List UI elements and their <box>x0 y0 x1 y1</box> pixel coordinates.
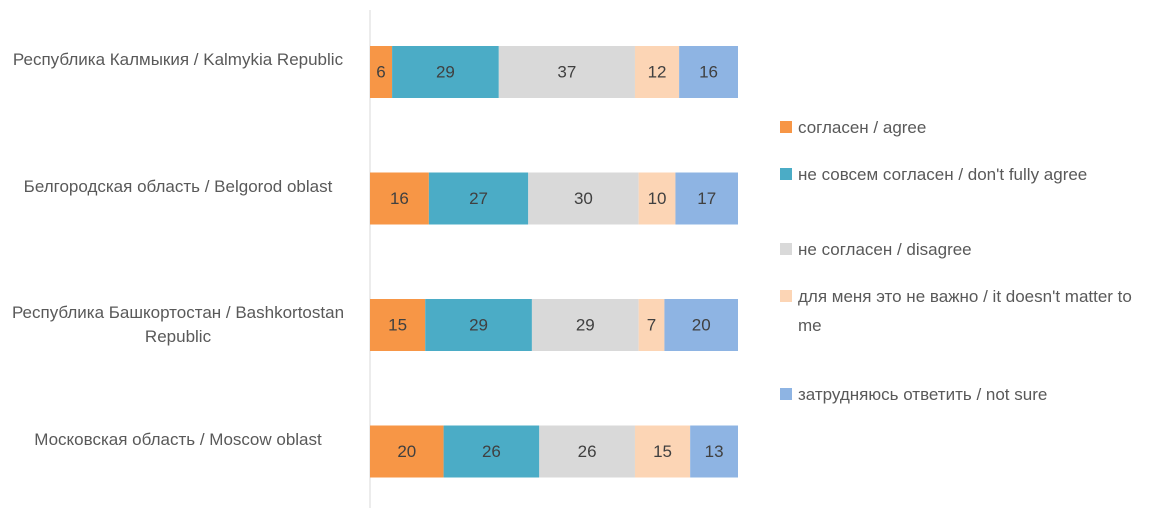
bar-segment <box>425 299 532 351</box>
bar-segment <box>679 46 738 98</box>
bar-segment <box>531 299 639 351</box>
bar-segment <box>664 299 738 351</box>
value-label: 30 <box>574 189 593 208</box>
value-label: 16 <box>699 62 718 81</box>
bar-segment <box>528 172 639 225</box>
value-label: 16 <box>390 189 409 208</box>
legend-label: затрудняюсь ответить / not sure <box>798 385 1048 404</box>
bar-segment <box>443 425 540 478</box>
category-label: Московская область / Moscow oblast <box>34 429 322 449</box>
bar-segment <box>634 46 680 98</box>
value-label: 29 <box>436 62 455 81</box>
bar-segment <box>428 172 529 225</box>
value-label: 29 <box>576 315 595 334</box>
legend-entry: затрудняюсь ответить / not sure <box>780 380 1150 409</box>
value-label: 13 <box>705 442 724 461</box>
category-label: Республика Башкортостан / Bashkortostan … <box>11 303 345 346</box>
bar-segment <box>370 46 393 98</box>
value-label: 12 <box>648 62 667 81</box>
value-label: 10 <box>648 189 667 208</box>
bar-segment <box>392 46 499 98</box>
value-label: 15 <box>388 315 407 334</box>
legend-label: не согласен / disagree <box>798 240 972 259</box>
value-label: 29 <box>469 315 488 334</box>
legend-swatch <box>780 168 792 180</box>
value-label: 20 <box>397 442 416 461</box>
legend-entry: для меня это не важно / it doesn't matte… <box>780 282 1150 340</box>
value-label: 7 <box>647 315 656 334</box>
bar-segment <box>675 172 738 225</box>
bar-segment <box>638 299 665 351</box>
value-label: 26 <box>482 442 501 461</box>
legend-swatch <box>780 243 792 255</box>
value-label: 27 <box>469 189 488 208</box>
legend-swatch <box>780 121 792 133</box>
legend-label: для меня это не важно / it doesn't matte… <box>798 287 1132 335</box>
legend-entry: не согласен / disagree <box>780 235 1150 264</box>
bar-segment <box>370 172 429 225</box>
bar-segment <box>370 425 444 478</box>
legend-entry: не совсем согласен / don't fully agree <box>780 160 1150 189</box>
bar-segment <box>634 425 691 478</box>
legend-swatch <box>780 388 792 400</box>
value-label: 20 <box>692 315 711 334</box>
bar-segment <box>498 46 635 98</box>
category-label: Белгородская область / Belgorod oblast <box>23 176 333 196</box>
legend-label: согласен / agree <box>798 118 927 137</box>
value-label: 15 <box>653 442 672 461</box>
bar-segment <box>370 299 426 351</box>
legend-entry: согласен / agree <box>780 113 1150 142</box>
bar-segment <box>638 172 676 225</box>
bar-segment <box>539 425 635 478</box>
category-label: Республика Калмыкия / Kalmykia Republic <box>12 50 344 69</box>
value-label: 17 <box>697 189 716 208</box>
legend-label: не совсем согласен / don't fully agree <box>798 165 1088 184</box>
value-label: 37 <box>557 62 576 81</box>
value-label: 26 <box>578 442 597 461</box>
bar-segment <box>690 425 738 478</box>
value-label: 6 <box>376 62 385 81</box>
legend-swatch <box>780 290 792 302</box>
